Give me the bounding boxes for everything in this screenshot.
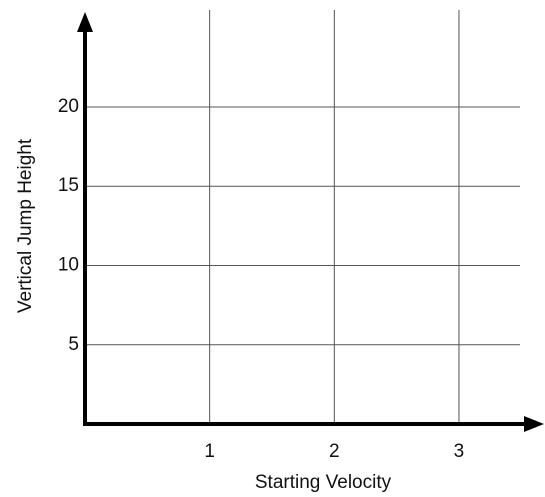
x-tick-label: 1 [204, 441, 215, 462]
x-axis-label: Starting Velocity [255, 472, 392, 493]
y-tick-label: 10 [58, 254, 79, 275]
x-axis-arrow [524, 416, 544, 432]
y-tick-label: 15 [58, 175, 79, 196]
y-tick-label: 20 [58, 96, 79, 117]
y-axis-label: Vertical Jump Height [15, 138, 36, 313]
grid [85, 10, 520, 424]
x-tick-label: 3 [454, 441, 465, 462]
y-tick-label: 5 [68, 334, 79, 355]
y-axis-arrow [77, 12, 93, 32]
x-tick-label: 2 [329, 441, 340, 462]
